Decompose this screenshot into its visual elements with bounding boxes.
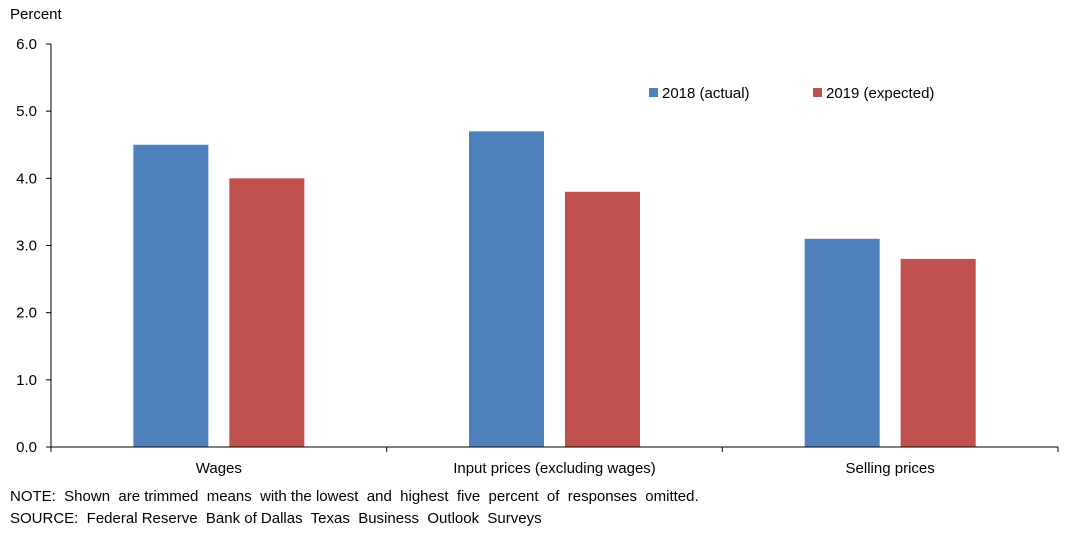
chart: Percent 0.0 1.0 2.0 3.0 4.0 5.0 6.0 Wages Input… <box>10 6 1059 477</box>
source-text: SOURCE: Federal Reserve Bank of Dallas T… <box>10 510 542 527</box>
y-tick-label: 6.0 <box>16 36 37 53</box>
bar <box>804 238 880 447</box>
bar <box>229 178 305 448</box>
axes <box>50 44 1059 452</box>
x-tick-label: Wages <box>196 460 242 477</box>
legend: 2018 (actual) 2019 (expected) <box>649 85 934 102</box>
x-tick-label: Selling prices <box>846 460 935 477</box>
y-tick-label: 3.0 <box>16 238 37 255</box>
y-axis-title: Percent <box>10 6 63 23</box>
bar <box>469 131 544 448</box>
legend-label: 2018 (actual) <box>662 85 750 102</box>
note-text: NOTE: Shown are trimmed means with the l… <box>10 488 699 505</box>
x-axis-labels: Wages Input prices (excluding wages) Selli… <box>196 460 935 477</box>
bar <box>133 144 209 447</box>
x-tick-label: Input prices (excluding wages) <box>453 460 656 477</box>
bar <box>900 258 976 447</box>
y-tick-label: 0.0 <box>16 439 37 456</box>
y-tick-label: 5.0 <box>16 103 37 120</box>
bar <box>565 191 640 447</box>
y-axis-ticks: 0.0 1.0 2.0 3.0 4.0 5.0 6.0 <box>16 36 51 456</box>
y-tick-label: 2.0 <box>16 305 37 322</box>
legend-swatch <box>813 88 822 97</box>
legend-label: 2019 (expected) <box>826 85 934 102</box>
legend-swatch <box>649 88 658 97</box>
bars <box>133 131 976 448</box>
y-tick-label: 4.0 <box>16 170 37 187</box>
y-tick-label: 1.0 <box>16 372 37 389</box>
